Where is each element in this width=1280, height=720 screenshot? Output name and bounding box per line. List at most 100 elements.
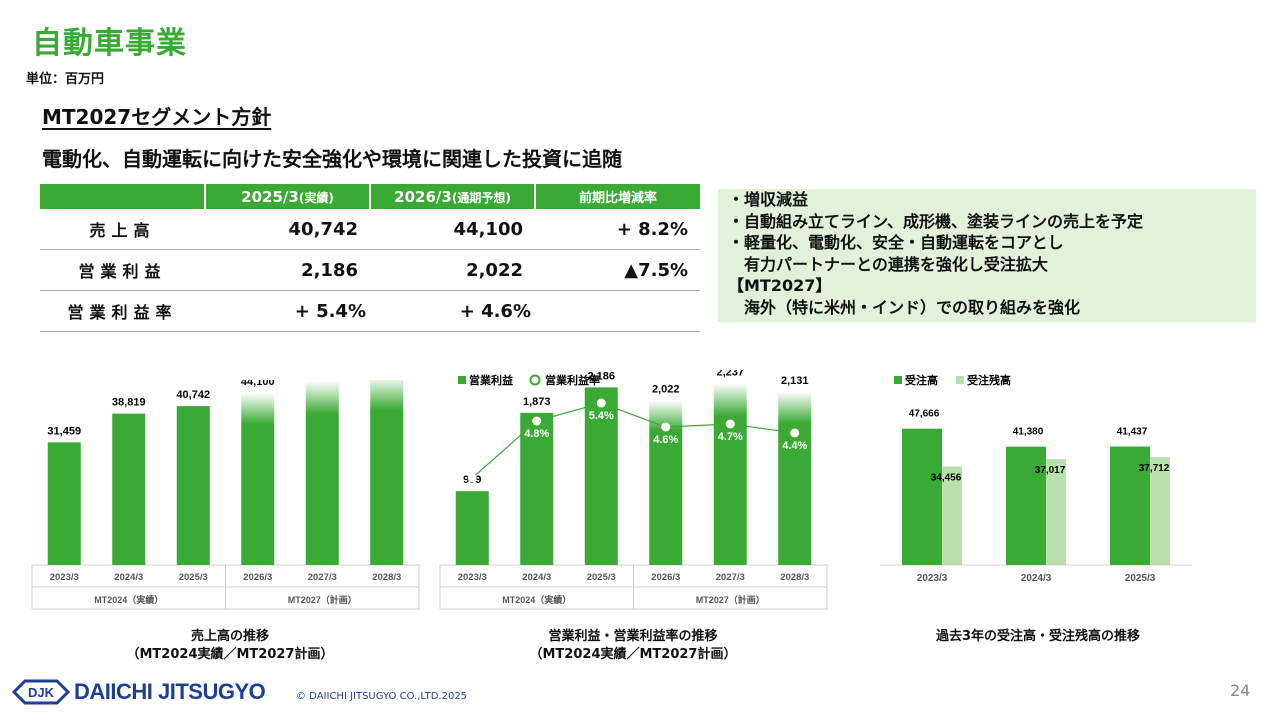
margin-value-label: 5.4% [589, 410, 614, 422]
header-col3: 前期比増減率 [535, 184, 700, 209]
margin-point [725, 419, 735, 429]
profit-bar [455, 491, 489, 565]
profit-bar [778, 391, 812, 565]
group-label: MT2027（計画） [288, 594, 357, 605]
x-tick-label: 2025/3 [587, 572, 616, 583]
bar-value-label: 1,873 [523, 396, 551, 408]
page-number: 24 [1230, 681, 1251, 700]
cell-value: ▲7.5% [535, 249, 700, 291]
x-tick-label: 2026/3 [651, 572, 680, 583]
table-row: 営業利益 2,186 2,022 ▲7.5% [40, 249, 700, 291]
sales-bar [112, 413, 146, 565]
orders-value-label: 41,437 [1117, 426, 1148, 437]
bar-value-label: 44,100 [241, 380, 275, 388]
row-label: 営業利益率 [40, 290, 205, 332]
bar-value-label: 2,131 [781, 375, 809, 387]
legend-label: 受注高 [905, 373, 938, 387]
caption-line: 売上高の推移 [190, 629, 269, 644]
group-label: MT2024（実績） [94, 594, 163, 605]
policy-heading: MT2027セグメント方針 [42, 105, 272, 129]
backlog-value-label: 37,017 [1035, 465, 1066, 476]
margin-value-label: 4.8% [524, 428, 549, 440]
x-tick-label: 2023/3 [50, 572, 79, 583]
margin-point [532, 416, 542, 426]
cell-value: 40,742 [205, 209, 370, 250]
group-label: MT2027（計画） [696, 594, 765, 605]
header-col2-tag: (通期予想) [451, 190, 511, 205]
caption-line: （MT2024実績／MT2027計画） [529, 647, 737, 662]
company-name: DAIICHI JITSUGYO [74, 679, 266, 704]
orders-chart-caption: 過去3年の受注高・受注残高の推移 [878, 628, 1198, 646]
x-tick-label: 2028/3 [780, 572, 809, 583]
bar-value-label: 2,186 [587, 370, 615, 382]
sales-bar [370, 380, 404, 565]
orders-bar [1110, 446, 1150, 565]
orders-value-label: 41,380 [1013, 427, 1044, 438]
backlog-bar [1046, 459, 1066, 565]
note-line: ・増収減益 [728, 190, 809, 209]
unit-label: 単位：百万円 [26, 72, 105, 87]
x-tick-label: 2026/3 [243, 572, 272, 583]
legend-label: 営業利益 [469, 373, 513, 387]
header-col2: 2026/3(通期予想) [370, 184, 536, 209]
note-line: 海外（特に米州・インド）での取り組みを強化 [728, 297, 1081, 317]
bar-value-label: 2,022 [652, 384, 680, 396]
backlog-value-label: 37,712 [1139, 463, 1170, 474]
cell-value: 2,022 [370, 249, 535, 291]
header-col1-year: 2025/3 [241, 187, 299, 206]
margin-value-label: 4.7% [718, 431, 743, 443]
copyright: © DAIICHI JITSUGYO CO.,LTD.2025 [296, 691, 468, 702]
cell-value: + 5.4% [205, 290, 370, 332]
orders-chart: 受注高 受注残高 47,666 34,456 2023/3 41,380 37,017 202… [880, 373, 1192, 584]
x-tick-label: 2025/3 [179, 572, 208, 583]
header-col2-year: 2026/3 [394, 187, 452, 206]
cell-value: 2,186 [205, 249, 370, 291]
logo-text: DJK [28, 685, 55, 700]
x-tick-label: 2023/3 [917, 573, 948, 584]
row-label: 営業利益 [40, 249, 205, 291]
legend-swatch-line [529, 374, 541, 386]
notes-box: ・増収減益 ・自動組み立てライン、成形機、塗装ラインの売上を予定 ・軽量化、電動… [718, 189, 1256, 322]
cell-value: + 8.2% [535, 209, 700, 250]
note-line: ・自動組み立てライン、成形機、塗装ラインの売上を予定 [728, 211, 1144, 231]
margin-value-label: 2.9% [460, 451, 485, 463]
x-tick-label: 2027/3 [716, 572, 745, 583]
operating-profit-chart: 営業利益営業利益率9092023/31,8732024/32,1862025/3… [439, 370, 828, 610]
margin-point [661, 422, 671, 432]
orders-bar [902, 428, 942, 565]
note-line: 有力パートナーとの連携を強化し受注拡大 [728, 254, 1048, 274]
backlog-bar [1150, 457, 1170, 565]
x-tick-label: 2025/3 [1125, 573, 1156, 584]
cell-value: 44,100 [370, 209, 535, 250]
row-label: 売上高 [40, 209, 205, 250]
legend-swatch [894, 376, 902, 384]
profit-bar [520, 412, 554, 565]
profit-bar [713, 383, 747, 565]
x-tick-label: 2028/3 [372, 572, 401, 583]
margin-point [790, 428, 800, 438]
caption-line: 過去3年の受注高・受注残高の推移 [935, 629, 1141, 644]
orders-value-label: 47,666 [909, 409, 940, 420]
margin-point [596, 398, 606, 408]
x-tick-label: 2024/3 [1021, 573, 1052, 584]
note-line: 【MT2027】 [728, 276, 832, 295]
backlog-value-label: 34,456 [931, 472, 962, 483]
note-line: ・軽量化、電動化、安全・自動運転をコアとし [728, 233, 1064, 252]
x-tick-label: 2024/3 [522, 572, 551, 583]
legend-swatch [956, 376, 964, 384]
djk-logo-icon: DJK [12, 679, 70, 705]
header-col1: 2025/3(実績) [205, 184, 371, 209]
margin-line [471, 402, 795, 479]
profit-chart-caption: 営業利益・営業利益率の推移 （MT2024実績／MT2027計画） [438, 628, 828, 664]
margin-value-label: 4.6% [653, 434, 678, 446]
x-tick-label: 2027/3 [308, 572, 337, 583]
backlog-bar [942, 466, 962, 565]
margin-point [467, 473, 477, 483]
margin-value-label: 4.4% [782, 440, 807, 452]
profit-bar [584, 387, 618, 565]
sales-bar [176, 406, 210, 565]
sales-bar [241, 393, 275, 565]
summary-table: 2025/3(実績) 2026/3(通期予想) 前期比増減率 売上高 40,74… [40, 184, 700, 332]
cell-value [535, 290, 700, 332]
bar-value-label: 2,237 [716, 370, 744, 378]
